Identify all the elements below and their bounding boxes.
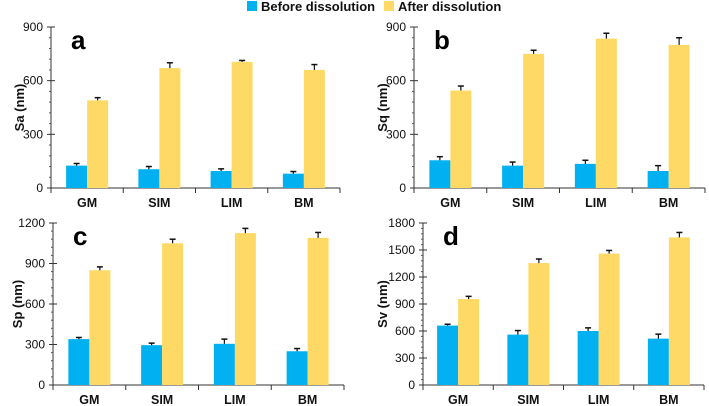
bar-after-gm bbox=[87, 100, 109, 188]
bar-before-sim bbox=[502, 165, 524, 188]
bar-after-lim bbox=[231, 61, 253, 189]
legend-label-before: Before dissolution bbox=[261, 0, 375, 14]
x-tick-label: SIM bbox=[517, 393, 539, 406]
x-tick-label: SIM bbox=[148, 196, 170, 210]
bar-after-sim bbox=[159, 68, 181, 188]
bar-after-bm bbox=[668, 237, 690, 385]
y-tick-label: 600 bbox=[395, 324, 415, 338]
y-tick-label: 900 bbox=[386, 20, 406, 34]
bar-before-sim bbox=[507, 334, 529, 385]
x-tick-label: GM bbox=[77, 196, 97, 210]
bar-after-gm bbox=[450, 90, 472, 188]
y-tick-label: 900 bbox=[25, 257, 45, 271]
panel-label: b bbox=[434, 25, 450, 55]
bar-before-gm bbox=[429, 160, 451, 188]
legend-swatch-before bbox=[247, 1, 257, 11]
bar-after-lim bbox=[234, 233, 256, 385]
bar-after-sim bbox=[528, 263, 550, 385]
y-tick-label: 300 bbox=[25, 338, 45, 352]
x-tick-label: BM bbox=[298, 393, 317, 406]
bar-after-bm bbox=[303, 69, 325, 188]
panel-b: 0 300 600 900 Sq (nm) b GM SIM LIM BM bbox=[375, 20, 706, 210]
y-tick-label: 900 bbox=[23, 20, 43, 34]
bar-after-sim bbox=[162, 243, 184, 385]
x-tick-label: SIM bbox=[151, 393, 173, 406]
bar-after-lim bbox=[598, 253, 620, 385]
y-tick-label: 1200 bbox=[18, 216, 45, 230]
panel-a: 0 300 600 900 Sa (nm) a GM SIM LIM BM bbox=[12, 20, 341, 210]
bar-before-bm bbox=[282, 173, 304, 188]
x-tick-label: LIM bbox=[221, 196, 243, 210]
x-tick-label: GM bbox=[448, 393, 468, 406]
bar-before-bm bbox=[286, 351, 308, 385]
y-tick-label: 300 bbox=[23, 127, 43, 141]
bar-before-gm bbox=[437, 325, 459, 385]
y-axis-label: Sp (nm) bbox=[10, 280, 25, 328]
x-tick-label: GM bbox=[79, 393, 99, 406]
y-tick-label: 600 bbox=[386, 74, 406, 88]
x-tick-label: BM bbox=[659, 196, 678, 210]
bar-after-gm bbox=[89, 270, 111, 385]
bar-before-bm bbox=[647, 338, 669, 385]
y-tick-label: 0 bbox=[408, 378, 415, 392]
x-tick-label: BM bbox=[294, 196, 313, 210]
x-tick-label: LIM bbox=[588, 393, 610, 406]
y-tick-label: 1200 bbox=[388, 270, 415, 284]
x-tick-label: SIM bbox=[512, 196, 534, 210]
bar-before-gm bbox=[68, 339, 90, 385]
bar-before-bm bbox=[647, 171, 669, 188]
y-tick-label: 1500 bbox=[388, 243, 415, 257]
bar-before-gm bbox=[66, 165, 88, 188]
legend-swatch-after bbox=[384, 1, 394, 11]
x-tick-label: GM bbox=[440, 196, 460, 210]
x-tick-label: BM bbox=[659, 393, 678, 406]
y-tick-label: 600 bbox=[25, 297, 45, 311]
y-axis-label: Sq (nm) bbox=[375, 83, 390, 131]
y-tick-label: 900 bbox=[395, 297, 415, 311]
y-tick-label: 0 bbox=[38, 378, 45, 392]
panel-d: 0 300 600 900 1200 1500 1800 Sv (nm) d GM SIM LIM BM bbox=[375, 216, 705, 406]
y-axis-label: Sa (nm) bbox=[12, 84, 27, 132]
y-tick-label: 300 bbox=[395, 351, 415, 365]
bar-before-lim bbox=[210, 171, 232, 188]
x-tick-label: LIM bbox=[585, 196, 607, 210]
bar-before-sim bbox=[138, 169, 160, 188]
panel-c: 0 300 600 900 1200 Sp (nm) c GM SIM LIM BM bbox=[10, 216, 345, 406]
y-tick-label: 0 bbox=[399, 181, 406, 195]
bar-after-lim bbox=[595, 38, 617, 188]
legend: Before dissolution After dissolution bbox=[247, 0, 501, 14]
panel-label: a bbox=[71, 25, 86, 55]
y-tick-label: 600 bbox=[23, 74, 43, 88]
bar-before-lim bbox=[577, 331, 599, 385]
y-axis-label: Sv (nm) bbox=[375, 280, 390, 328]
x-tick-label: LIM bbox=[224, 393, 246, 406]
legend-label-after: After dissolution bbox=[398, 0, 501, 14]
panel-label: d bbox=[443, 221, 459, 251]
panel-label: c bbox=[73, 221, 87, 251]
bar-after-bm bbox=[668, 44, 690, 189]
y-tick-label: 1800 bbox=[388, 216, 415, 230]
y-tick-label: 0 bbox=[36, 181, 43, 195]
y-tick-label: 300 bbox=[386, 127, 406, 141]
bar-after-gm bbox=[458, 299, 480, 385]
bar-before-lim bbox=[213, 343, 235, 385]
bar-before-sim bbox=[141, 345, 163, 385]
bar-before-lim bbox=[574, 163, 596, 188]
bar-after-sim bbox=[523, 53, 545, 189]
bar-after-bm bbox=[307, 237, 329, 385]
